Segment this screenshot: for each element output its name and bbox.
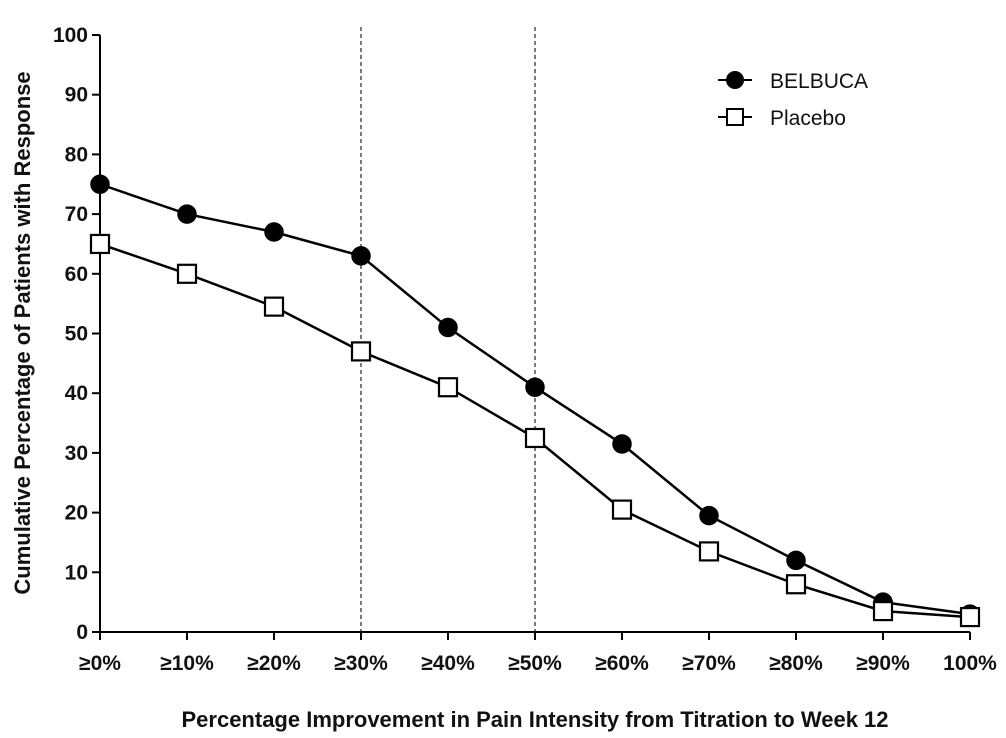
data-point-placebo	[872, 601, 894, 622]
legend: BELBUCA Placebo	[718, 70, 868, 130]
x-tick-label: ≥70%	[682, 652, 736, 675]
y-tick-label: 70	[65, 203, 88, 226]
x-axis-label: Percentage Improvement in Pain Intensity…	[181, 707, 888, 732]
y-tick-label: 30	[65, 442, 88, 465]
legend-placebo-label: Placebo	[770, 107, 846, 130]
y-tick-label: 100	[53, 24, 88, 47]
series-markers	[89, 174, 981, 628]
data-point-belbuca	[786, 550, 806, 571]
x-tick-label: ≥20%	[247, 652, 301, 675]
y-tick-label: 0	[76, 621, 88, 644]
data-point-placebo	[176, 263, 198, 284]
y-axis-label: Cumulative Percentage of Patients with R…	[10, 71, 35, 594]
x-ticks: ≥0% ≥10% ≥20% ≥30% ≥40% ≥50% ≥60% ≥70% ≥80% ≥90% 1…	[79, 632, 997, 675]
legend-placebo-marker	[726, 108, 744, 126]
data-point-placebo	[524, 427, 546, 449]
reference-lines	[360, 27, 536, 632]
y-tick-label: 20	[65, 502, 88, 525]
legend-belbuca-marker	[726, 71, 744, 89]
y-tick-label: 40	[65, 382, 88, 405]
x-tick-label: ≥90%	[856, 652, 910, 675]
data-point-placebo	[263, 296, 285, 317]
y-tick-label: 90	[65, 84, 88, 107]
data-point-placebo	[89, 233, 111, 255]
data-point-placebo	[350, 341, 372, 362]
x-tick-label: ≥10%	[160, 652, 214, 675]
data-point-placebo	[437, 377, 459, 398]
data-point-placebo	[698, 541, 720, 562]
data-point-belbuca	[438, 317, 458, 338]
legend-belbuca-label: BELBUCA	[770, 70, 868, 93]
legend-item-belbuca: BELBUCA	[718, 70, 868, 93]
data-point-placebo	[959, 606, 981, 628]
y-tick-label: 50	[65, 323, 88, 346]
data-point-belbuca	[264, 222, 284, 242]
x-tick-label: ≥30%	[334, 652, 388, 675]
y-tick-label: 10	[65, 561, 88, 584]
y-tick-label: 60	[65, 263, 88, 286]
data-point-placebo	[785, 574, 807, 595]
x-tick-label: ≥0%	[79, 652, 121, 675]
y-tick-label: 80	[65, 143, 88, 166]
x-tick-label: ≥60%	[595, 652, 649, 675]
data-point-belbuca	[351, 246, 371, 266]
x-tick-label: 100%	[943, 652, 997, 675]
data-point-belbuca	[612, 434, 632, 454]
y-ticks: 0 10 20 30 40 50 60 70 80 90 100	[53, 24, 100, 644]
data-point-belbuca	[90, 174, 110, 194]
data-point-belbuca	[525, 377, 545, 397]
data-point-belbuca	[177, 204, 197, 224]
x-tick-label: ≥50%	[508, 652, 562, 675]
data-point-placebo	[611, 499, 633, 520]
data-point-belbuca	[699, 505, 719, 526]
legend-item-placebo: Placebo	[718, 107, 846, 130]
x-tick-label: ≥80%	[769, 652, 823, 675]
x-tick-label: ≥40%	[421, 652, 475, 675]
